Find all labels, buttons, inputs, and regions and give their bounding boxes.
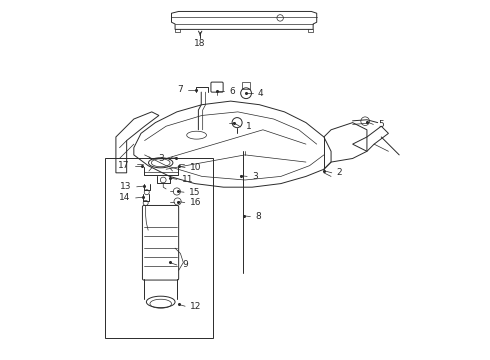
Text: 5: 5: [378, 120, 384, 129]
Text: 8: 8: [255, 212, 261, 221]
Text: 12: 12: [190, 302, 201, 311]
Text: 3: 3: [252, 172, 258, 181]
Text: 1: 1: [245, 122, 251, 131]
Text: 3: 3: [158, 154, 164, 163]
Text: 14: 14: [119, 193, 131, 202]
Text: 7: 7: [177, 85, 183, 94]
Text: 15: 15: [189, 188, 200, 197]
Text: 9: 9: [182, 261, 188, 270]
Text: 4: 4: [258, 89, 263, 98]
Text: 2: 2: [337, 168, 343, 177]
Text: 13: 13: [120, 182, 132, 191]
Text: 17: 17: [119, 161, 130, 170]
Text: 6: 6: [229, 86, 235, 95]
Text: 18: 18: [195, 39, 206, 48]
Text: 16: 16: [190, 198, 201, 207]
Text: 11: 11: [182, 175, 194, 184]
Text: 10: 10: [190, 163, 201, 172]
